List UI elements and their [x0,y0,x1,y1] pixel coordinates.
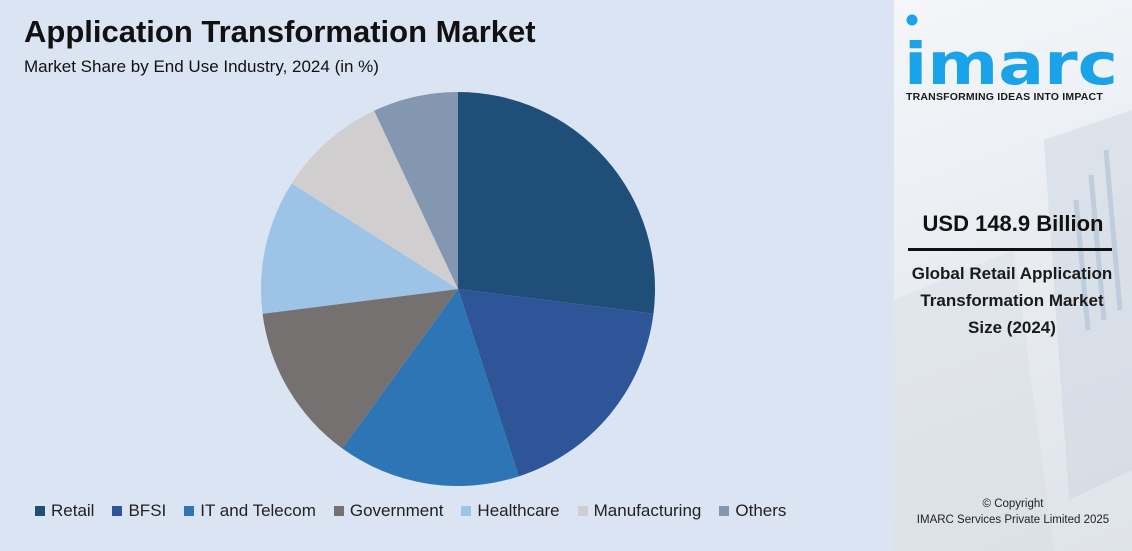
market-value: USD 148.9 Billion [922,211,1104,236]
legend-item-manufacturing: Manufacturing [577,501,702,521]
chart-title: Application Transformation Market [24,14,536,49]
side-panel: imarc TRANSFORMING IDEAS INTO IMPACT USD… [894,0,1132,551]
legend-item-others: Others [719,501,786,521]
pie-slice-government [262,289,458,449]
legend-label-healthcare: Healthcare [477,501,560,520]
chart-subtitle: Market Share by End Use Industry, 2024 (… [24,57,379,76]
tagline: TRANSFORMING IDEAS INTO IMPACT [906,91,1103,103]
pie-slice-retail [458,92,656,314]
pie-chart [260,92,656,487]
legend-label-government: Government [349,501,444,520]
legend-label-bfsi: BFSI [128,501,167,520]
imarc-logo: imarc [904,14,1122,94]
legend-label-it-and-telecom: IT and Telecom [200,501,316,520]
copyright-line-2: IMARC Services Private Limited 2025 [916,514,1110,526]
pie-slice-bfsi [458,289,654,477]
legend-item-healthcare: Healthcare [461,501,560,521]
pie-slice-manufacturing [291,110,458,289]
background-chart-graphic [894,110,1132,551]
pie-slice-others [374,92,458,289]
legend-swatch-retail [35,506,45,516]
pie-slice-healthcare [260,183,458,314]
legend-label-others: Others [735,501,787,520]
svg-text:imarc: imarc [904,30,1118,94]
legend-swatch-others [719,506,730,516]
legend-swatch-government [333,506,344,516]
legend-item-retail: Retail [35,501,94,521]
legend-label-manufacturing: Manufacturing [593,501,702,520]
legend-swatch-it-and-telecom [184,506,195,516]
chart-panel: Application Transformation Market Market… [0,0,894,551]
legend-label-retail: Retail [51,501,95,520]
copyright: © Copyright IMARC Services Private Limit… [894,496,1132,528]
legend-item-bfsi: BFSI [112,501,166,521]
pie-slice-it-and-telecom [342,289,519,487]
legend-swatch-healthcare [461,506,472,516]
copyright-line-1: © Copyright [982,498,1044,510]
legend-swatch-bfsi [112,506,123,516]
legend-swatch-manufacturing [577,506,588,516]
legend-item-it-and-telecom: IT and Telecom [184,501,316,521]
divider [908,248,1112,251]
market-description: Global Retail Application Transformation… [911,264,1113,337]
chart-legend: Retail BFSI IT and Telecom Government Health… [35,501,804,521]
legend-item-government: Government [333,501,444,521]
